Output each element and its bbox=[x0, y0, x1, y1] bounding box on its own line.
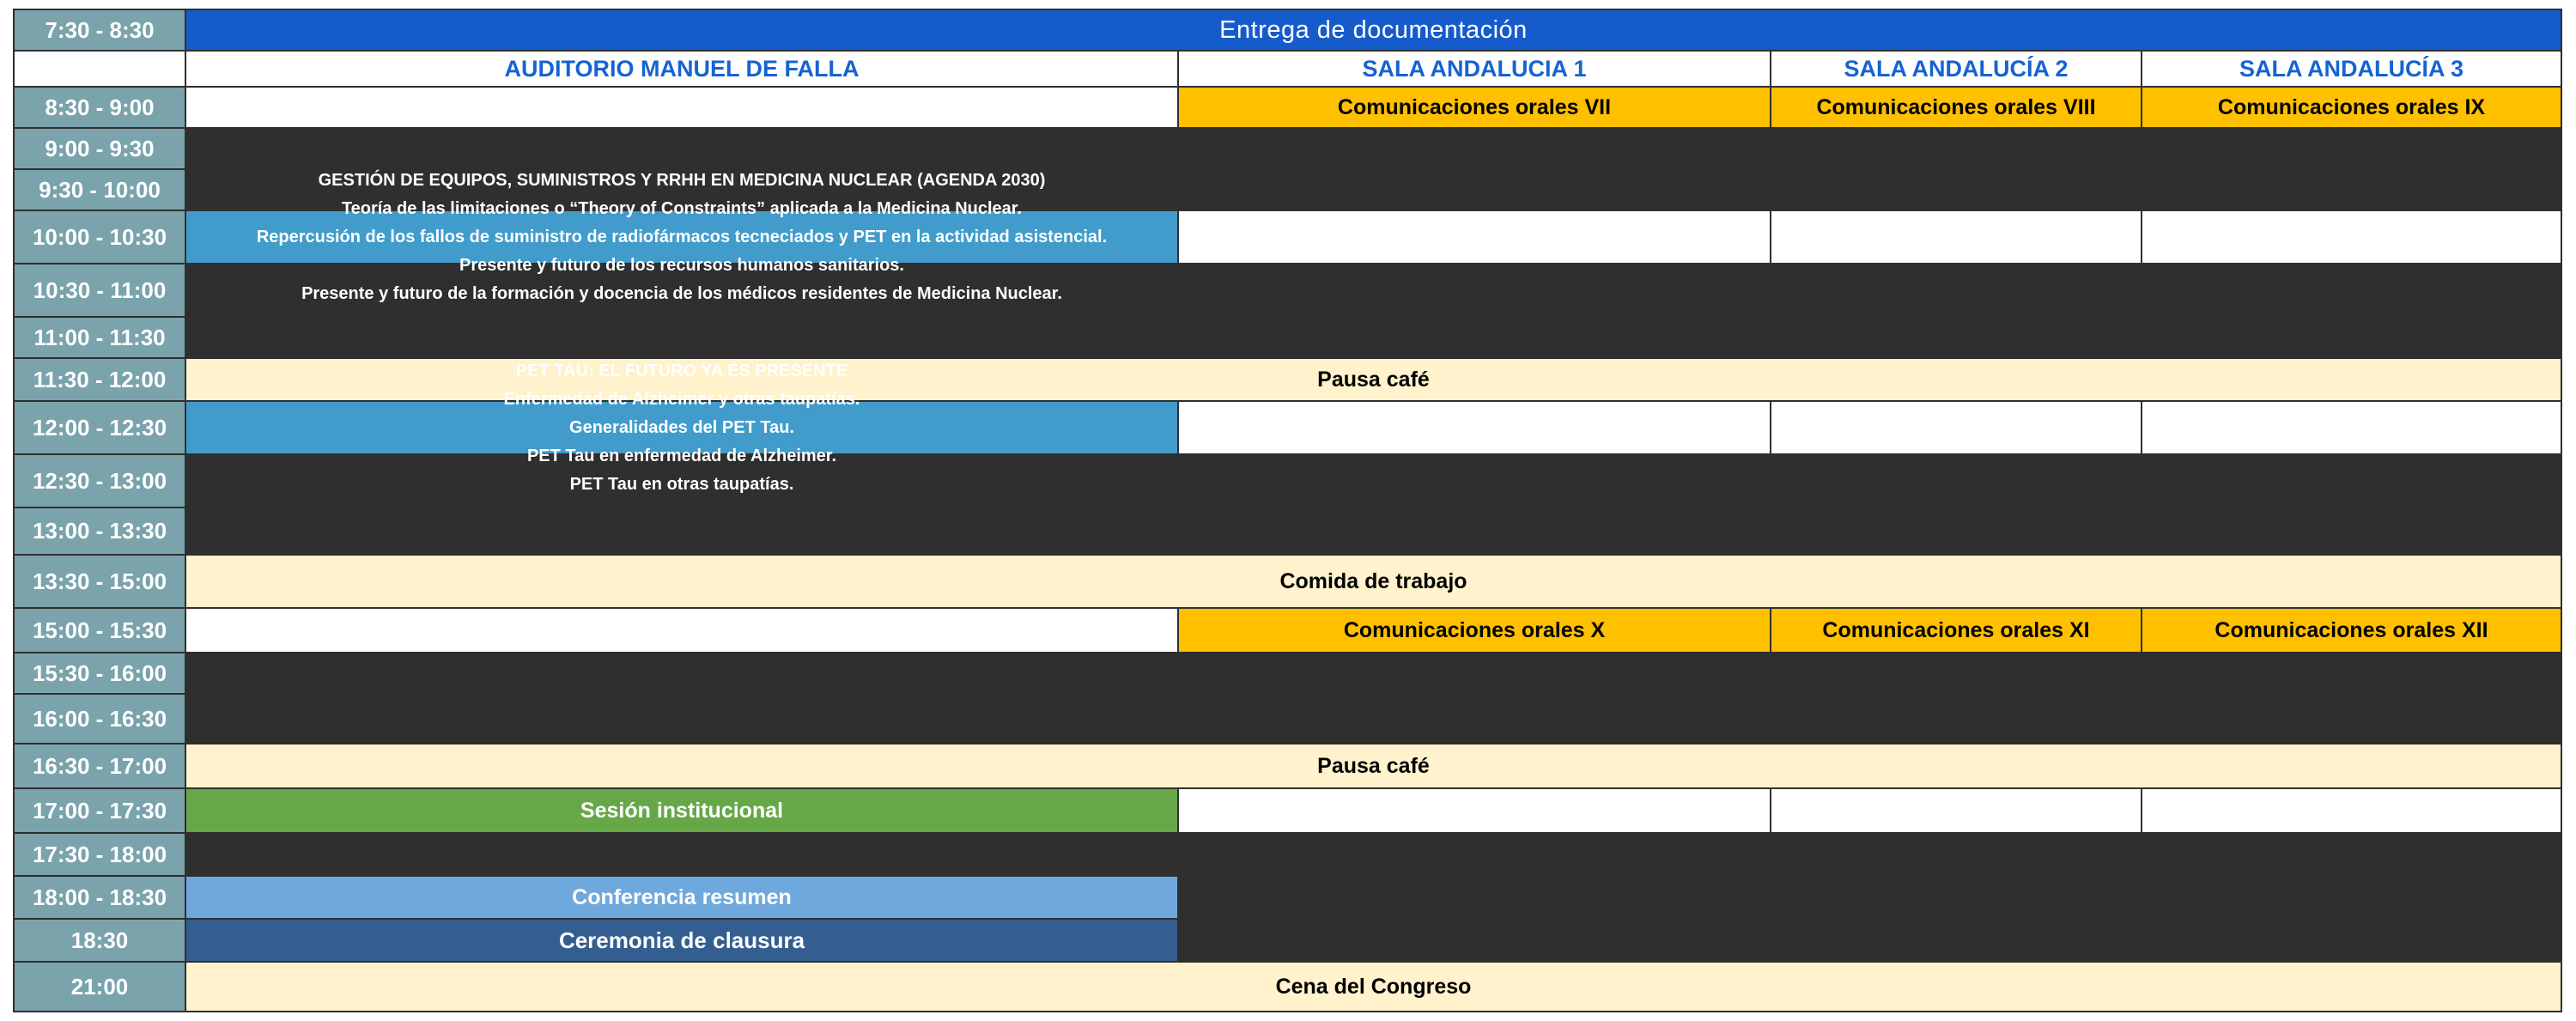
header-spacer bbox=[15, 52, 185, 86]
time-slot-730-830: 7:30 - 8:30 bbox=[15, 10, 185, 50]
time-slot-830-900: 8:30 - 9:00 bbox=[15, 88, 185, 127]
session-orales-xi: Comunicaciones orales XI bbox=[1771, 609, 2141, 652]
session-orales-ix: Comunicaciones orales IX bbox=[2142, 88, 2561, 127]
empty-cell-auditorio-afternoon bbox=[186, 609, 1177, 652]
time-slot-1330-1500: 13:30 - 15:00 bbox=[15, 556, 185, 607]
session-conferencia-resumen: Conferencia resumen bbox=[186, 877, 1177, 918]
time-slot-1600-1630: 16:00 - 16:30 bbox=[15, 695, 185, 743]
empty-cell-sala3-1200 bbox=[2142, 402, 2561, 453]
session-pettau-line2: Generalidades del PET Tau. bbox=[569, 417, 794, 437]
empty-cell-auditorio-morning bbox=[186, 88, 1177, 127]
session-orales-x: Comunicaciones orales X bbox=[1179, 609, 1770, 652]
time-slot-1030-1100: 10:30 - 11:00 bbox=[15, 264, 185, 316]
time-slot-1830: 18:30 bbox=[15, 920, 185, 961]
time-slot-2100: 21:00 bbox=[15, 963, 185, 1011]
break-comida-trabajo: Comida de trabajo bbox=[186, 556, 2561, 607]
session-gestion-equipos: GESTIÓN DE EQUIPOS, SUMINISTROS Y RRHH E… bbox=[186, 171, 1177, 303]
time-slot-1500-1530: 15:00 - 15:30 bbox=[15, 609, 185, 652]
session-gestion-line1: Teoría de las limitaciones o “Theory of … bbox=[341, 198, 1023, 218]
empty-cell-sala2-evening bbox=[1771, 789, 2141, 832]
time-slot-1130-1200: 11:30 - 12:00 bbox=[15, 359, 185, 400]
time-slot-1530-1600: 15:30 - 16:00 bbox=[15, 653, 185, 693]
session-orales-viii: Comunicaciones orales VIII bbox=[1771, 88, 2141, 127]
room-header-sala-3: SALA ANDALUCÍA 3 bbox=[2142, 52, 2561, 86]
time-slot-1800-1830: 18:00 - 18:30 bbox=[15, 877, 185, 918]
time-slot-930-1000: 9:30 - 10:00 bbox=[15, 170, 185, 210]
room-header-auditorio: AUDITORIO MANUEL DE FALLA bbox=[186, 52, 1177, 86]
schedule-table: 7:30 - 8:30 Entrega de documentación AUD… bbox=[13, 9, 2562, 1012]
time-slot-1300-1330: 13:00 - 13:30 bbox=[15, 508, 185, 554]
empty-cell-sala2-1000 bbox=[1771, 211, 2141, 263]
time-slot-1730-1800: 17:30 - 18:00 bbox=[15, 834, 185, 875]
empty-cell-sala1-1000 bbox=[1179, 211, 1770, 263]
time-slot-1230-1300: 12:30 - 13:00 bbox=[15, 455, 185, 507]
session-pettau-line3: PET Tau en enfermedad de Alzheimer. bbox=[526, 446, 837, 465]
event-cena-congreso: Cena del Congreso bbox=[186, 963, 2561, 1011]
time-slot-1200-1230: 12:00 - 12:30 bbox=[15, 402, 185, 453]
empty-cell-sala1-evening bbox=[1179, 789, 1770, 832]
time-slot-1700-1730: 17:00 - 17:30 bbox=[15, 789, 185, 832]
time-slot-1630-1700: 16:30 - 17:00 bbox=[15, 744, 185, 787]
session-pettau-line4: PET Tau en otras taupatías. bbox=[569, 474, 794, 494]
session-ceremonia-clausura: Ceremonia de clausura bbox=[186, 920, 1177, 961]
time-slot-1100-1130: 11:00 - 11:30 bbox=[15, 318, 185, 357]
room-header-sala-2: SALA ANDALUCÍA 2 bbox=[1771, 52, 2141, 86]
session-gestion-title: GESTIÓN DE EQUIPOS, SUMINISTROS Y RRHH E… bbox=[318, 170, 1046, 190]
break-pausa-cafe-1: Pausa café bbox=[186, 359, 2561, 400]
session-gestion-line4: Presente y futuro de la formación y doce… bbox=[301, 283, 1062, 303]
session-orales-xii: Comunicaciones orales XII bbox=[2142, 609, 2561, 652]
session-pettau-line1: Enfermedad de Alzheimer y otras taupatía… bbox=[503, 389, 860, 409]
time-slot-900-930: 9:00 - 9:30 bbox=[15, 129, 185, 168]
time-slot-1000-1030: 10:00 - 10:30 bbox=[15, 211, 185, 263]
session-pet-tau: PET TAU: EL FUTURO YA ES PRESENTE Enferm… bbox=[186, 362, 1177, 494]
empty-cell-sala3-evening bbox=[2142, 789, 2561, 832]
documentation-banner: Entrega de documentación bbox=[186, 10, 2561, 50]
session-orales-vii: Comunicaciones orales VII bbox=[1179, 88, 1770, 127]
session-gestion-line3: Presente y futuro de los recursos humano… bbox=[459, 255, 904, 275]
empty-cell-sala1-1200 bbox=[1179, 402, 1770, 453]
session-sesion-institucional: Sesión institucional bbox=[186, 789, 1177, 832]
break-pausa-cafe-2: Pausa café bbox=[186, 744, 2561, 787]
session-pettau-title: PET TAU: EL FUTURO YA ES PRESENTE bbox=[515, 361, 848, 380]
room-header-sala-1: SALA ANDALUCIA 1 bbox=[1179, 52, 1770, 86]
empty-cell-sala3-1000 bbox=[2142, 211, 2561, 263]
empty-cell-sala2-1200 bbox=[1771, 402, 2141, 453]
session-gestion-line2: Repercusión de los fallos de suministro … bbox=[256, 227, 1108, 246]
